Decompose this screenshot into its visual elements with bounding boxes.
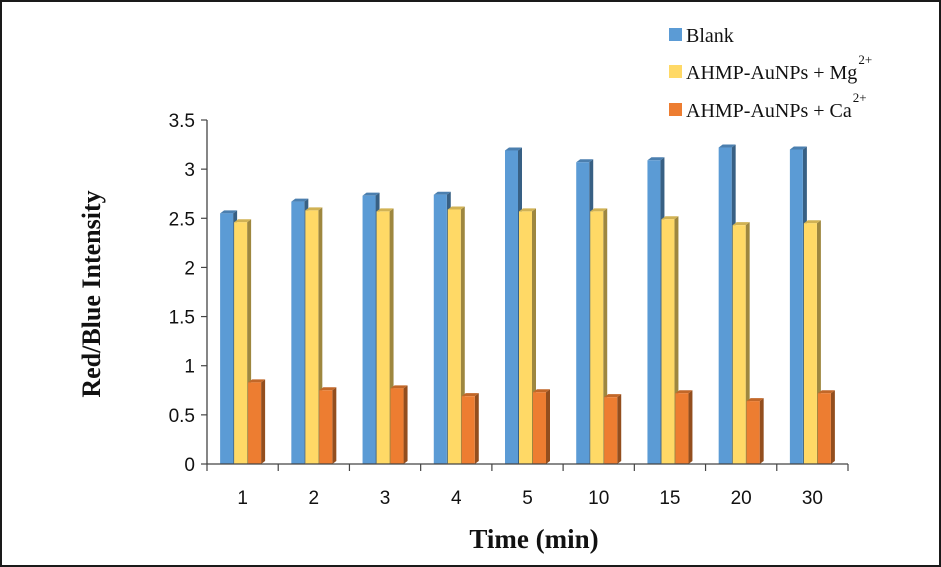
x-tick-label: 10: [588, 488, 609, 509]
legend-swatch: [669, 65, 682, 78]
x-tick-label: 1: [237, 488, 248, 509]
legend-item: AHMP-AuNPs + Ca2+: [669, 90, 867, 122]
y-tick-label: 3: [184, 160, 195, 181]
x-tick-label: 2: [309, 488, 320, 509]
bar: [461, 393, 479, 464]
x-axis-title: Time (min): [469, 524, 598, 554]
legend-label: AHMP-AuNPs + Ca: [686, 100, 852, 122]
bar: [675, 390, 693, 464]
legend-label: AHMP-AuNPs + Mg: [686, 62, 857, 84]
bar: [533, 389, 550, 464]
y-axis-title: Red/Blue Intensity: [77, 190, 106, 397]
bar: [746, 398, 764, 464]
legend-item: AHMP-AuNPs + Mg2+: [669, 52, 872, 84]
axes-layer: [206, 120, 848, 465]
x-tick-label: 3: [380, 488, 391, 509]
legend-superscript: 2+: [853, 90, 867, 105]
bar: [319, 387, 337, 464]
x-tick-label: 15: [659, 488, 680, 509]
x-tick-label: 4: [451, 488, 462, 509]
ticks-layer: 0 0.5 1 1.5 2 2.5 3 3.5 1 2 3 4 5 10 15 20 30: [169, 111, 849, 509]
y-tick-label: 1.5: [169, 308, 195, 329]
y-tick-label: 0.5: [169, 406, 195, 427]
bar: [248, 379, 266, 464]
bar: [817, 390, 835, 464]
y-tick-label: 2: [184, 258, 195, 279]
y-tick-label: 2.5: [169, 209, 195, 230]
x-tick-label: 30: [802, 488, 823, 509]
legend-swatch: [669, 103, 682, 116]
legend-superscript: 2+: [858, 52, 872, 67]
x-tick-label: 5: [522, 488, 533, 509]
legend-item: Blank: [669, 25, 734, 47]
bars-layer: [220, 144, 835, 464]
y-tick-label: 3.5: [169, 111, 195, 132]
legend-swatch: [669, 28, 682, 41]
bar: [390, 385, 408, 464]
x-tick-label: 20: [731, 488, 752, 509]
bar: [604, 394, 622, 464]
y-tick-label: 1: [184, 357, 195, 378]
legend-label: Blank: [686, 25, 734, 47]
y-tick-label: 0: [184, 455, 195, 476]
